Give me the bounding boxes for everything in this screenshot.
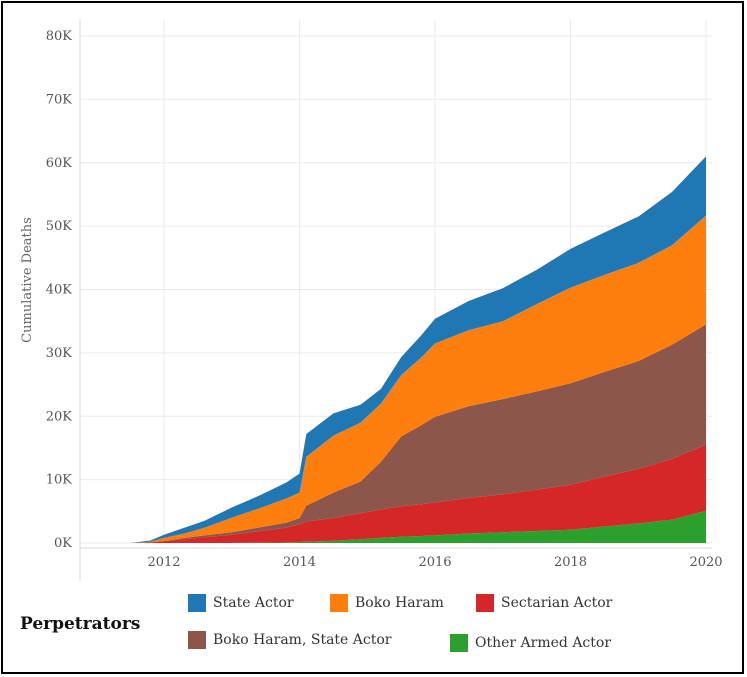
area-state-actor	[130, 156, 707, 543]
axes: 0K 10K 20K 30K 40K 50K 60K 70K 80K 2012 2014 2016 20…	[46, 20, 723, 580]
y-tick-label: 30K	[46, 346, 73, 361]
y-tick-label: 70K	[46, 92, 73, 107]
legend-label-state-actor: State Actor	[213, 595, 294, 611]
y-tick-label: 60K	[46, 156, 73, 171]
area-boko-haram-state-actor	[130, 324, 707, 543]
y-tick-label: 40K	[46, 283, 73, 298]
y-axis-title: Cumulative Deaths	[20, 217, 35, 343]
legend-item-other-armed-actor[interactable]: Other Armed Actor	[450, 634, 611, 652]
legend-swatch-boko-haram-state-actor	[188, 631, 206, 649]
legend-swatch-sectarian-actor	[476, 594, 494, 612]
legend-swatch-other-armed-actor	[450, 634, 468, 652]
area-other-armed-actor	[130, 510, 707, 543]
x-tick-label: 2012	[147, 555, 180, 570]
y-tick-label: 10K	[46, 473, 73, 488]
legend-item-sectarian-actor[interactable]: Sectarian Actor	[476, 594, 612, 612]
legend-swatch-boko-haram	[330, 594, 348, 612]
x-tick-label: 2016	[418, 555, 451, 570]
legend-label-sectarian-actor: Sectarian Actor	[501, 595, 613, 611]
y-tick-label: 80K	[46, 29, 73, 44]
legend-item-state-actor[interactable]: State Actor	[188, 594, 294, 612]
legend-item-boko-haram[interactable]: Boko Haram	[330, 594, 444, 612]
legend-label-boko-haram-state-actor: Boko Haram, State Actor	[213, 632, 392, 648]
area-sectarian-actor	[130, 444, 707, 543]
legend-label-other-armed-actor: Other Armed Actor	[475, 635, 612, 651]
legend-item-boko-haram-state-actor[interactable]: Boko Haram, State Actor	[188, 631, 391, 649]
y-tick-label: 0K	[54, 536, 72, 551]
x-tick-label: 2020	[689, 555, 722, 570]
legend-title: Perpetrators	[20, 614, 141, 634]
y-tick-label: 50K	[46, 219, 73, 234]
y-tick-label: 20K	[46, 409, 73, 424]
legend-label-boko-haram: Boko Haram	[355, 595, 444, 611]
area-series-group	[130, 156, 707, 543]
x-tick-label: 2018	[554, 555, 587, 570]
legend-swatch-state-actor	[188, 594, 206, 612]
x-tick-label: 2014	[283, 555, 316, 570]
area-boko-haram	[130, 215, 707, 543]
